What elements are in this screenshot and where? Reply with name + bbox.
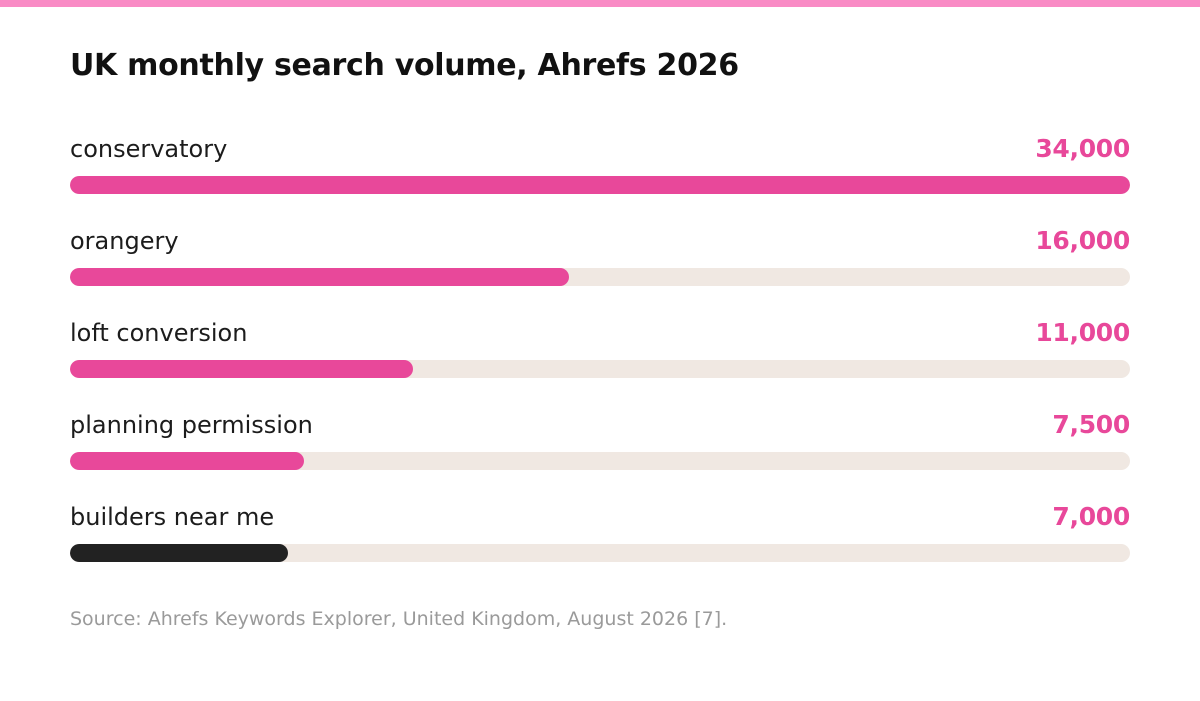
bar-track [70, 360, 1130, 378]
bar-track [70, 452, 1130, 470]
bar-value-label: 34,000 [1035, 134, 1130, 163]
bar-track [70, 544, 1130, 562]
bar-row: conservatory 34,000 [70, 134, 1130, 227]
bar-fill [70, 176, 1130, 194]
bar-row: builders near me 7,000 [70, 502, 1130, 595]
bar-track [70, 268, 1130, 286]
bar-value-label: 11,000 [1035, 318, 1130, 347]
bar-rows: conservatory 34,000 orangery 16,000 loft con… [70, 134, 1130, 595]
bar-label: conservatory [70, 135, 228, 163]
bar-fill [70, 544, 288, 562]
bar-row: loft conversion 11,000 [70, 318, 1130, 411]
source-note: Source: Ahrefs Keywords Explorer, United… [70, 608, 728, 630]
bar-fill [70, 360, 413, 378]
bar-row: orangery 16,000 [70, 226, 1130, 319]
bar-value-label: 7,500 [1052, 410, 1130, 439]
bar-label: orangery [70, 227, 179, 255]
bar-row: planning permission 7,500 [70, 410, 1130, 503]
bar-fill [70, 268, 569, 286]
bar-value-label: 7,000 [1052, 502, 1130, 531]
bar-label: loft conversion [70, 319, 248, 347]
bar-label: builders near me [70, 503, 275, 531]
chart-title: UK monthly search volume, Ahrefs 2026 [70, 48, 739, 83]
bar-track [70, 176, 1130, 194]
bar-value-label: 16,000 [1035, 226, 1130, 255]
bar-label: planning permission [70, 411, 313, 439]
bar-fill [70, 452, 304, 470]
top-accent-stripe [0, 0, 1200, 7]
